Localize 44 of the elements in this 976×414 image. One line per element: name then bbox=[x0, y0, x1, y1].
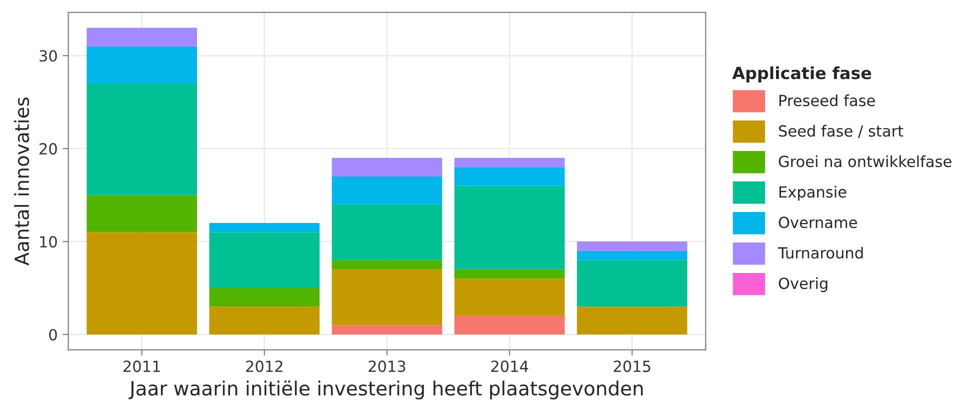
bar bbox=[454, 269, 565, 279]
bar bbox=[209, 306, 320, 334]
legend-label: Expansie bbox=[779, 186, 846, 201]
y-tick-label: 20 bbox=[40, 143, 57, 155]
bar bbox=[209, 232, 320, 288]
legend-label: Overname bbox=[778, 216, 857, 228]
bar bbox=[576, 250, 688, 260]
legend-label: Turnaround bbox=[778, 246, 863, 259]
x-tick-label: 2015 bbox=[614, 360, 650, 372]
bar bbox=[454, 278, 565, 316]
legend-label: Groei na ontwikkelfase bbox=[778, 155, 952, 168]
bar bbox=[86, 232, 198, 334]
y-tick-label: 10 bbox=[40, 236, 57, 248]
bar bbox=[332, 176, 442, 204]
bar bbox=[332, 204, 442, 260]
bar bbox=[454, 167, 565, 186]
y-tick-label: 30 bbox=[40, 50, 57, 62]
y-tick-label: 0 bbox=[49, 328, 57, 341]
x-tick-label: 2013 bbox=[368, 360, 406, 372]
bar bbox=[86, 195, 198, 232]
bar bbox=[86, 46, 198, 84]
bar bbox=[332, 269, 442, 326]
bar bbox=[209, 222, 320, 232]
bar bbox=[332, 260, 442, 270]
bar bbox=[86, 84, 198, 196]
bar bbox=[332, 158, 442, 176]
bar bbox=[576, 242, 688, 251]
legend-label: Seed fase / start bbox=[778, 124, 904, 138]
x-tick-label: 2011 bbox=[124, 360, 160, 372]
bar bbox=[209, 288, 320, 307]
bar bbox=[576, 260, 688, 307]
x-axis-title: Jaar waarin initiële investering heeft plaatsgevonden bbox=[128, 380, 643, 400]
legend-label: Overig bbox=[778, 277, 828, 292]
y-axis-title: Aantal innovaties bbox=[14, 97, 30, 266]
x-tick-label: 2014 bbox=[491, 360, 528, 372]
bar bbox=[454, 158, 565, 168]
bar bbox=[332, 325, 442, 334]
legend-title: Applicatie fase bbox=[732, 66, 872, 83]
bar bbox=[576, 306, 688, 334]
x-tick-label: 2012 bbox=[246, 360, 282, 372]
bar bbox=[454, 316, 565, 334]
legend-label: Preseed fase bbox=[779, 94, 875, 106]
bar bbox=[86, 28, 198, 46]
bar bbox=[454, 186, 565, 270]
